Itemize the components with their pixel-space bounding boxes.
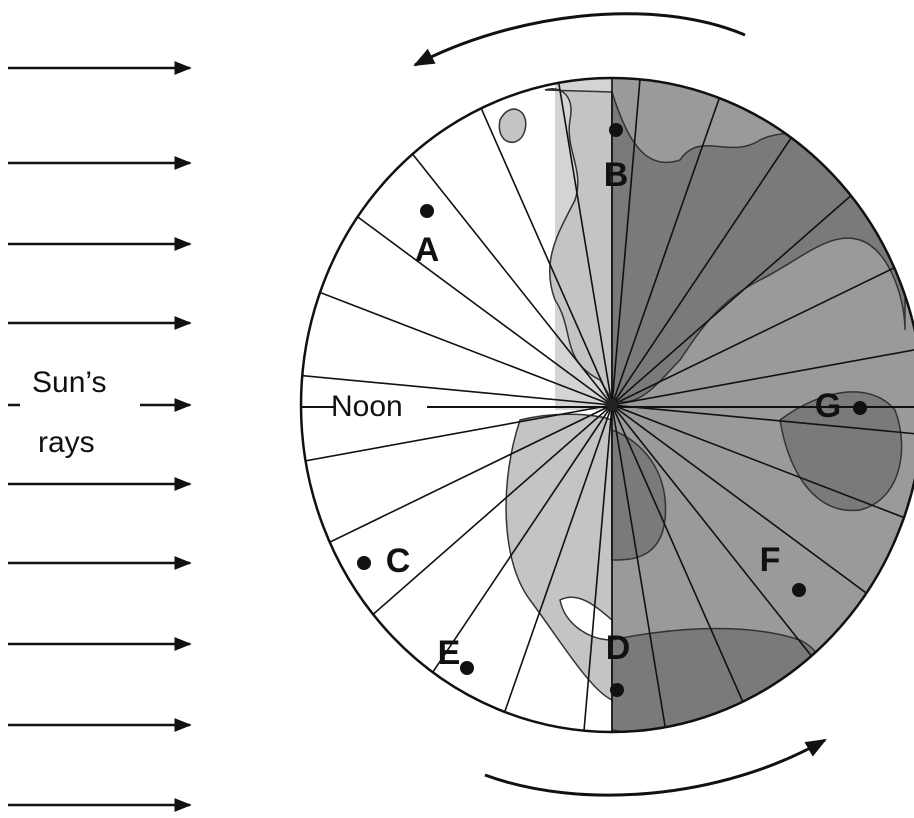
sun-rays-label: Sun’s [32,366,107,399]
meridian [542,78,613,406]
meridian [611,227,914,406]
meridian [473,404,613,732]
meridian [611,78,751,406]
meridian [575,404,613,732]
meridian [301,404,613,478]
sun-rays-label: rays [38,426,95,459]
meridian [611,332,914,406]
point-label: D [606,629,631,667]
meridian [611,404,914,444]
meridian [611,404,682,732]
point-label: B [604,156,629,194]
globe [301,78,914,732]
meridian [611,404,914,551]
point-label: E [438,634,461,672]
meridian [301,259,613,406]
point-label: F [760,541,781,579]
noon-label: Noon [331,390,403,423]
points [357,123,867,697]
meridian [611,78,649,406]
point-label: C [386,542,411,580]
meridian [301,366,613,406]
sun-rays-arrows [8,61,192,812]
point-label: G [815,387,841,425]
point-label: A [415,231,440,269]
